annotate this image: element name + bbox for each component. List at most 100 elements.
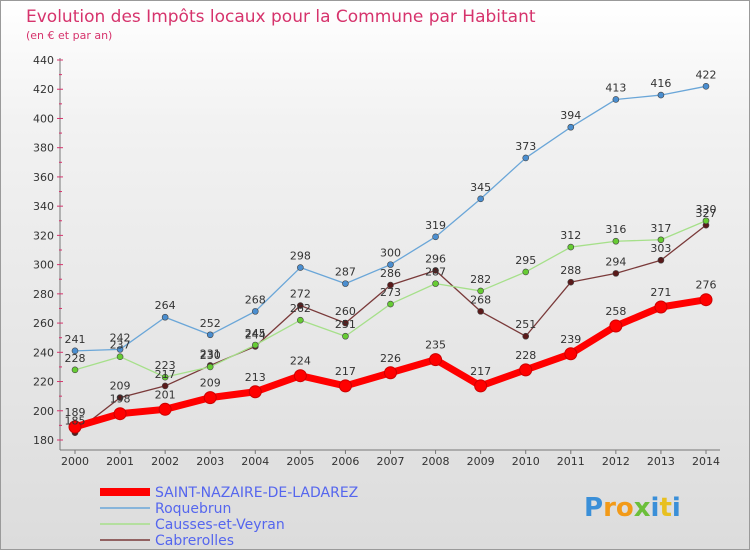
x-tick-label: 2006 [331,455,359,468]
data-label: 251 [515,318,536,331]
y-tick-label: 420 [33,83,54,96]
data-label: 258 [605,305,626,318]
y-tick-label: 360 [33,171,54,184]
data-label: 223 [155,359,176,372]
logo-letter: i [672,493,681,523]
data-point [522,154,530,162]
data-point [297,264,304,271]
data-label: 268 [245,293,266,306]
y-tick-label: 220 [33,376,54,389]
data-point [612,96,620,103]
y-tick-label: 380 [33,142,54,155]
data-label: 273 [380,286,401,299]
y-tick-label: 180 [33,434,54,447]
data-point [432,233,439,241]
data-label: 317 [650,222,671,235]
data-label: 345 [470,181,491,194]
logo-letter: x [634,493,651,523]
data-label: 303 [650,242,671,255]
data-point [474,379,488,393]
legend: SAINT-NAZAIRE-DE-LADAREZRoquebrunCausses… [100,485,358,549]
data-point [567,243,575,251]
data-label: 226 [380,352,401,365]
logo-letter: r [603,493,616,523]
data-point [432,280,439,287]
y-tick-label: 400 [33,112,54,125]
logo-letter: P [584,493,603,523]
x-tick-label: 2012 [602,455,630,468]
x-tick-label: 2002 [151,455,179,468]
data-point [609,319,623,333]
data-point [699,293,713,307]
x-tick-label: 2003 [196,455,224,468]
data-point [342,319,349,327]
data-label: 330 [696,203,717,216]
data-point [116,353,124,360]
data-label: 244 [245,328,266,341]
data-point [564,347,578,361]
legend-label: Cabrerolles [155,533,234,549]
axes: 180 200 220 240 260 280 300 320 340 360 380 400 420 4… [33,54,720,468]
data-point [158,402,172,416]
logo-letter: i [651,493,660,523]
data-label: 271 [650,286,671,299]
data-label: 209 [200,377,221,390]
data-point [567,278,575,286]
data-label: 213 [245,371,266,384]
data-label: 264 [155,299,176,312]
data-point [657,236,665,244]
y-tick-label: 340 [33,200,54,213]
data-point [657,91,665,99]
data-label: 231 [200,347,221,360]
x-tick-label: 2004 [241,455,269,468]
data-label: 242 [110,331,131,344]
data-point [293,369,307,383]
data-label: 241 [65,333,86,346]
logo-letter: o [616,493,634,523]
data-point [519,363,533,377]
y-tick-label: 300 [33,259,54,272]
x-tick-label: 2005 [286,455,314,468]
data-label: 422 [696,68,717,81]
data-point [522,332,530,340]
data-point [612,270,620,277]
data-point [477,308,484,315]
data-point [71,347,79,355]
data-label: 327 [696,207,717,220]
logo-text: Proxiti [584,493,681,523]
data-label: 230 [200,349,221,362]
x-tick-label: 2009 [467,455,495,468]
data-point [248,385,262,399]
data-label: 239 [560,333,581,346]
x-tick-label: 2000 [61,455,89,468]
data-point [477,195,484,203]
data-label: 295 [515,254,536,267]
data-label: 217 [155,368,176,381]
data-point [68,420,82,434]
y-tick-label: 240 [33,346,54,359]
series-roquebrun [71,83,710,355]
x-tick-label: 2007 [377,455,405,468]
y-tick-label: 260 [33,317,54,330]
data-point [429,353,443,367]
x-tick-label: 2010 [512,455,540,468]
x-tick-label: 2013 [647,455,675,468]
data-point [161,382,169,390]
data-point [206,363,214,371]
data-label: 287 [425,266,446,279]
data-label: 316 [605,223,626,236]
y-tick-label: 280 [33,288,54,301]
series-saint-nazaire-de-ladarez [68,293,713,434]
data-label: 319 [425,219,446,232]
data-point [477,287,484,295]
data-label: 287 [335,266,356,279]
data-label: 251 [335,318,356,331]
data-labels: 185 209 217 231 244 272 260 286 296 268 251 288 294 3… [65,68,717,427]
series-layer [68,83,713,436]
data-point [387,300,394,308]
data-label: 276 [696,279,717,292]
data-label: 296 [425,252,446,265]
data-point [297,302,304,309]
data-label: 268 [470,293,491,306]
